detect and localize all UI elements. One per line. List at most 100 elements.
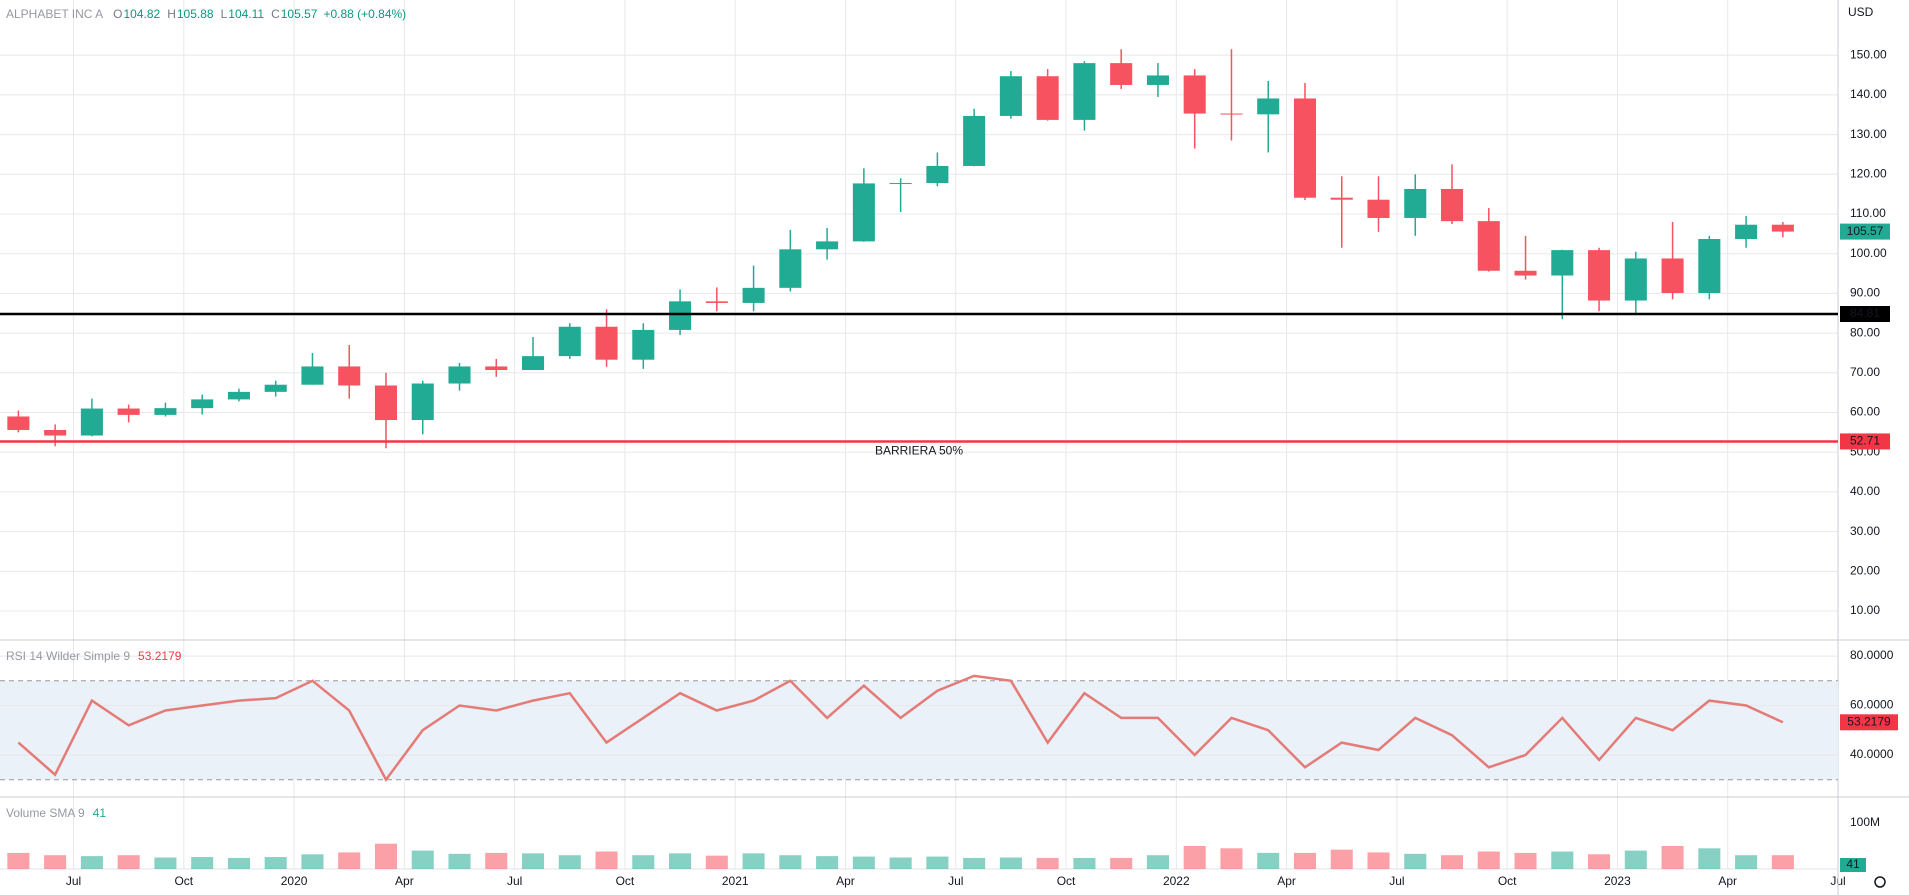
volume-bar [1771, 855, 1794, 869]
x-tick-label: Jul [66, 874, 81, 888]
x-tick-label: Apr [1277, 874, 1296, 888]
candle-body [632, 329, 655, 360]
y-tick-label: 10.00 [1850, 603, 1880, 617]
candle-body [1036, 76, 1059, 120]
rsi-legend: RSI 14 Wilder Simple 9 53.2179 [6, 649, 182, 663]
legend-value: 105.57 [281, 7, 318, 21]
x-tick-label: Oct [616, 874, 635, 888]
x-tick-label: Jul [1389, 874, 1404, 888]
volume-bar [1698, 848, 1721, 869]
candle-body [852, 183, 875, 242]
candle-body [705, 301, 728, 303]
currency-label: USD [1848, 5, 1874, 19]
y-tick-label: 130.00 [1850, 127, 1887, 141]
candle-body [1220, 113, 1243, 115]
candle-body [1514, 270, 1537, 276]
value-box [1840, 858, 1866, 872]
volume-bar [558, 855, 581, 869]
candle-body [558, 326, 581, 357]
x-tick-label: Oct [1498, 874, 1517, 888]
candle-body [1257, 98, 1280, 115]
x-tick-label: Apr [395, 874, 414, 888]
volume-title: Volume SMA 9 [6, 806, 85, 820]
x-tick-label: Apr [1718, 874, 1737, 888]
price-box [1840, 223, 1890, 240]
candle-body [411, 383, 434, 421]
volume-bar [154, 857, 177, 869]
rsi-band [0, 680, 1838, 780]
x-tick-label: 2021 [722, 874, 749, 888]
candle-body [999, 76, 1022, 116]
y-tick-label: 110.00 [1850, 206, 1886, 220]
candle-body [264, 384, 287, 392]
volume-bar [669, 853, 692, 869]
candle-body [1440, 188, 1464, 222]
legend-value: 105.88 [177, 7, 214, 21]
y-tick-label: 100M [1850, 815, 1880, 829]
candle-body [1293, 98, 1317, 198]
y-tick-label: 40.0000 [1850, 747, 1894, 761]
volume-bar [1477, 851, 1500, 869]
candle-body [1073, 63, 1096, 120]
candle-body [191, 399, 214, 409]
volume-bar [80, 856, 103, 869]
y-tick-label: 20.00 [1850, 563, 1880, 577]
volume-bar [485, 852, 508, 869]
candle-body [117, 408, 140, 415]
candle-body [1330, 197, 1353, 200]
volume-bar [742, 853, 765, 869]
volume-bar [1036, 857, 1059, 869]
volume-bar [264, 857, 287, 869]
candle-body [963, 115, 986, 166]
x-tick-label: 2022 [1163, 874, 1190, 888]
candle-body [1698, 239, 1721, 294]
candle-body [1183, 75, 1206, 114]
volume-bar [595, 851, 618, 869]
rsi-value: 53.2179 [138, 649, 182, 663]
settings-icon[interactable] [1874, 876, 1886, 888]
candle-body [595, 326, 618, 360]
volume-bar [926, 856, 949, 869]
x-tick-label: 2020 [281, 874, 308, 888]
volume-bar [301, 854, 324, 869]
candle-body [669, 301, 692, 330]
y-tick-label: 70.00 [1850, 365, 1880, 379]
legend-label: O [113, 7, 122, 21]
x-tick-label: Oct [1057, 874, 1076, 888]
rsi-line [17, 674, 1784, 783]
y-tick-label: 60.0000 [1850, 698, 1894, 712]
volume-bar [1367, 852, 1390, 869]
x-tick-label: Oct [174, 874, 193, 888]
y-tick-label: 80.00 [1850, 325, 1880, 339]
x-tick-label: Jul [948, 874, 963, 888]
volume-bar [374, 843, 398, 869]
candle-body [816, 241, 839, 250]
candle-body [926, 165, 949, 184]
line-label: BARRIERA 50% [875, 444, 963, 458]
volume-bar [1661, 845, 1684, 869]
price-box [1840, 433, 1890, 450]
y-tick-label: 40.00 [1850, 484, 1880, 498]
price-box-label: 105.57 [1847, 224, 1884, 238]
volume-bar [1588, 854, 1611, 869]
volume-bar [816, 856, 839, 869]
candle-body [338, 366, 361, 386]
candle-body [1404, 188, 1427, 218]
candle-body [1624, 258, 1647, 301]
value-box-label: 53.2179 [1847, 714, 1891, 728]
candle-body [1551, 250, 1574, 276]
volume-bar [1293, 852, 1317, 869]
volume-bar [963, 857, 986, 869]
price-box [1840, 306, 1890, 323]
candle-body [742, 287, 765, 303]
y-tick-label: 60.00 [1850, 405, 1880, 419]
candle-body [521, 356, 545, 371]
volume-bar [117, 855, 140, 869]
price-box-label: 84.81 [1850, 306, 1880, 320]
x-tick-label: Apr [836, 874, 855, 888]
candle-body [44, 429, 67, 436]
candle-body [889, 183, 912, 185]
chart-header: ALPHABET INC A O104.82 H105.88 L104.11 C105.… [6, 7, 406, 21]
candle-body [779, 249, 802, 288]
